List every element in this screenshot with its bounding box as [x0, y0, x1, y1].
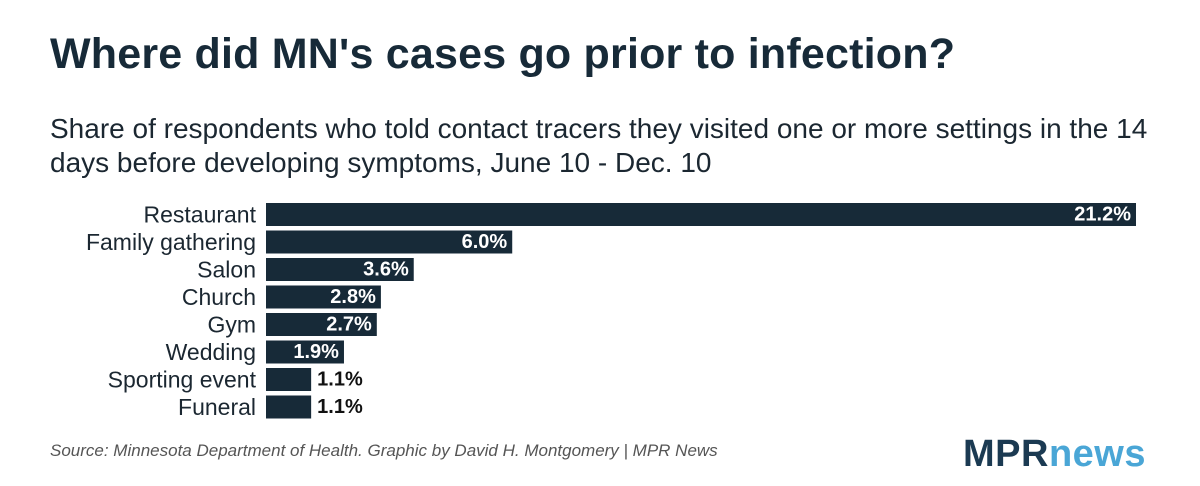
category-label-church: Church	[182, 284, 256, 310]
bar-gym	[266, 313, 377, 336]
category-label-funeral: Funeral	[178, 394, 256, 420]
category-label-gym: Gym	[207, 312, 256, 338]
value-label-family-gathering: 6.0%	[462, 231, 508, 253]
chart-subtitle: Share of respondents who told contact tr…	[50, 113, 1148, 178]
value-label-salon: 3.6%	[363, 259, 409, 281]
bar-family-gathering	[266, 230, 513, 254]
source-note: Source: Minnesota Department of Health. …	[50, 441, 718, 460]
value-label-wedding: 1.9%	[293, 341, 339, 363]
bar-wedding	[266, 340, 344, 364]
bar-church	[266, 285, 381, 309]
value-label-church: 2.8%	[330, 286, 376, 308]
bar-sporting-event	[266, 368, 312, 391]
logo-part-news: news	[1048, 433, 1146, 475]
logo-part-mpr: MPR	[963, 433, 1049, 475]
value-label-funeral: 1.1%	[317, 396, 363, 418]
bar-salon	[266, 258, 414, 281]
value-label-restaurant: 21.2%	[1074, 204, 1131, 226]
value-label-sporting-event: 1.1%	[317, 369, 363, 391]
category-label-wedding: Wedding	[166, 339, 256, 365]
chart-title: Where did MN's cases go prior to infecti…	[50, 30, 956, 78]
bar-chart: Restaurant 21.2% Family gathering 6.0% Salon…	[86, 202, 1136, 420]
category-label-sporting-event: Sporting event	[108, 367, 257, 393]
value-label-gym: 2.7%	[326, 314, 372, 336]
category-label-family-gathering: Family gathering	[86, 229, 256, 255]
bar-restaurant	[266, 203, 1136, 226]
category-label-salon: Salon	[197, 257, 256, 283]
category-label-restaurant: Restaurant	[143, 202, 256, 228]
bar-funeral	[266, 395, 312, 419]
mpr-news-logo: MPRnews	[963, 432, 1146, 476]
